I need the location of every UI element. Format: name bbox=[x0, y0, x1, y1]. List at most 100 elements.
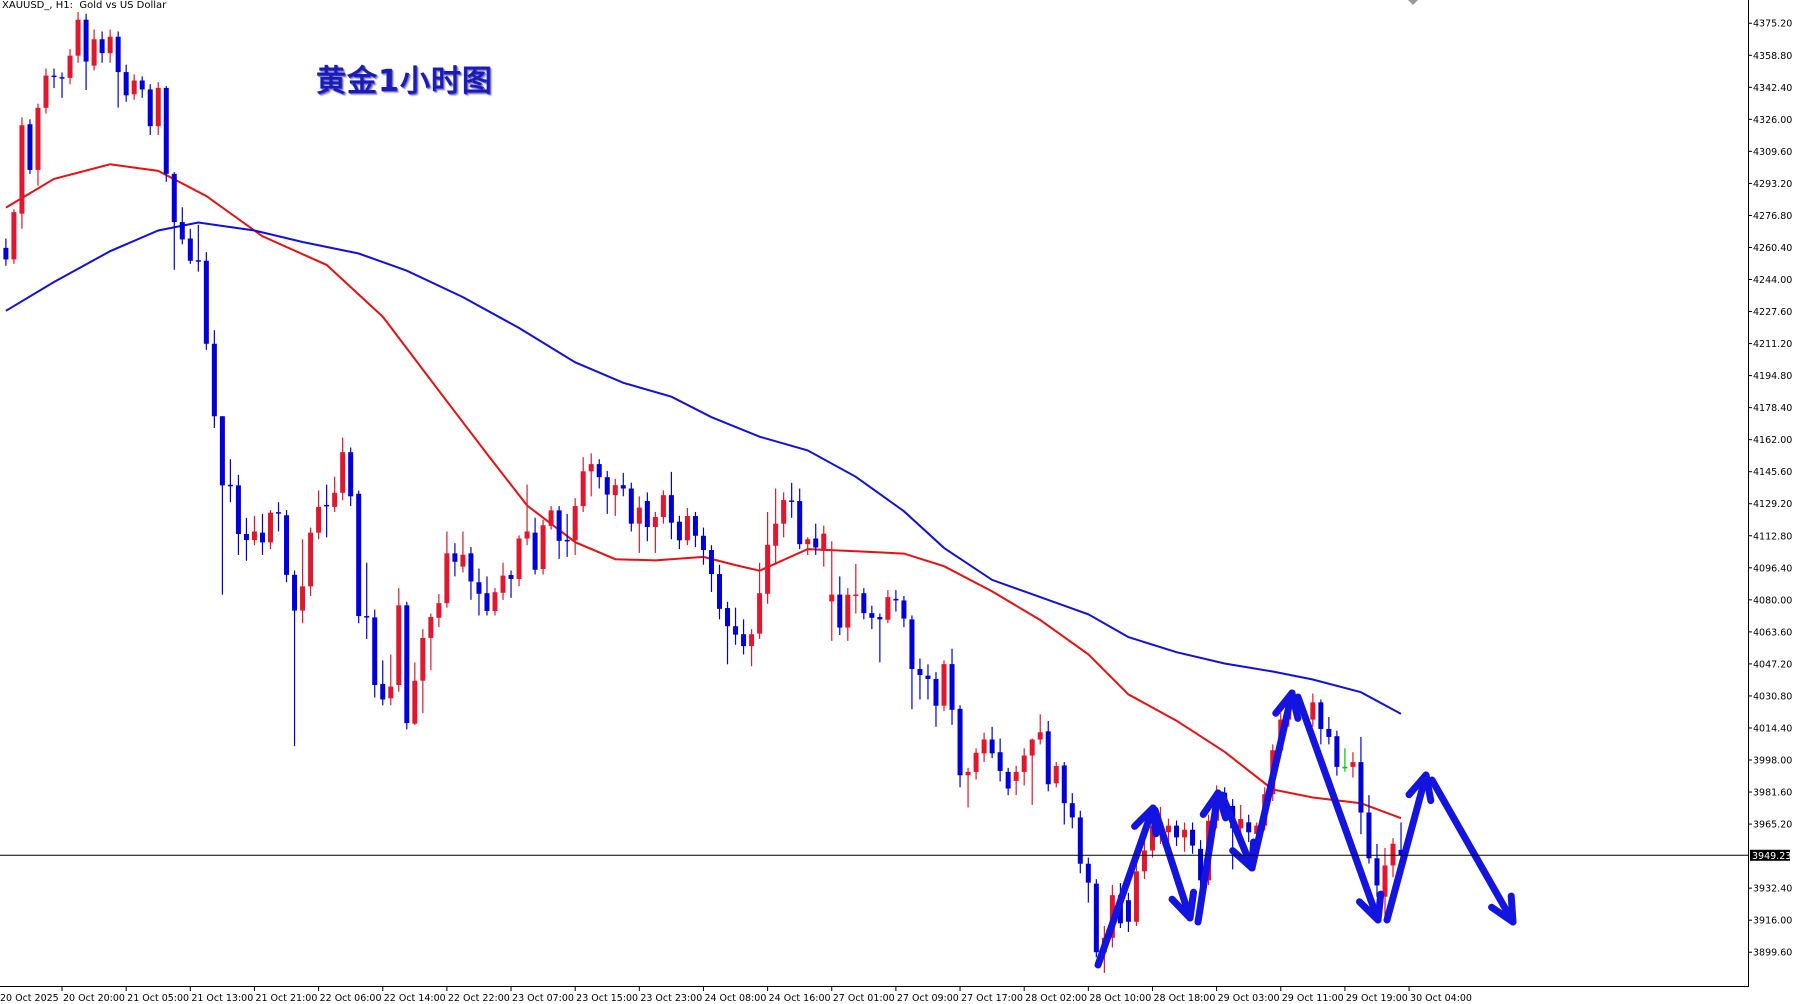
candle-body bbox=[620, 485, 626, 489]
candle bbox=[781, 492, 787, 538]
candle bbox=[356, 490, 362, 624]
candle bbox=[548, 506, 554, 530]
candle-body bbox=[195, 260, 201, 262]
candle bbox=[500, 562, 506, 600]
candle-body bbox=[989, 739, 995, 754]
candle bbox=[35, 103, 41, 186]
time-tick-label: 20 Oct 20:00 bbox=[63, 993, 125, 1004]
candle bbox=[460, 531, 466, 573]
candle bbox=[147, 84, 153, 135]
scroll-marker-icon[interactable] bbox=[1408, 0, 1418, 5]
candle-body bbox=[981, 739, 987, 754]
candle-body bbox=[300, 586, 306, 611]
candle bbox=[1029, 738, 1035, 805]
time-tick-label: 28 Oct 10:00 bbox=[1089, 993, 1151, 1004]
candle-body bbox=[340, 452, 346, 493]
candle-body bbox=[1133, 871, 1139, 922]
candle-body bbox=[396, 605, 402, 686]
candle-body bbox=[1069, 803, 1075, 818]
price-tick-label: 4293.20 bbox=[1753, 179, 1792, 190]
price-tick-label: 4244.00 bbox=[1753, 275, 1792, 286]
candle bbox=[564, 513, 570, 557]
candle-body bbox=[380, 684, 386, 700]
candle-body bbox=[548, 510, 554, 526]
candle bbox=[829, 541, 835, 641]
candle bbox=[620, 472, 626, 497]
candle bbox=[909, 615, 915, 710]
candle bbox=[949, 648, 955, 725]
candle bbox=[1182, 822, 1188, 852]
candle-body bbox=[468, 553, 474, 582]
candle-body bbox=[853, 594, 859, 597]
candle-body bbox=[251, 531, 257, 541]
candle bbox=[837, 576, 843, 636]
candle-body bbox=[749, 634, 755, 647]
candle bbox=[941, 660, 947, 712]
candle bbox=[853, 564, 859, 614]
candle-body bbox=[644, 501, 650, 527]
candle-body bbox=[316, 506, 322, 533]
candle-body bbox=[3, 247, 9, 260]
candle-body bbox=[941, 664, 947, 706]
price-axis[interactable]: 4375.20 4358.80 4342.40 4326.00 4309.60 4293.… bbox=[1748, 19, 1792, 959]
candle-body bbox=[628, 488, 634, 524]
candle-body bbox=[885, 597, 891, 620]
candle bbox=[1326, 717, 1332, 745]
price-tick-label: 4063.60 bbox=[1753, 627, 1792, 638]
arrow-icon bbox=[1294, 693, 1385, 924]
candle-body bbox=[1342, 766, 1348, 769]
candle-body bbox=[1190, 829, 1196, 846]
candle-body bbox=[35, 107, 41, 170]
candle bbox=[1069, 793, 1075, 829]
candle bbox=[324, 484, 330, 538]
candle-body bbox=[1382, 865, 1388, 897]
candle bbox=[933, 672, 939, 727]
candle bbox=[1125, 892, 1131, 932]
price-tick-label: 4112.80 bbox=[1753, 531, 1792, 542]
candle-body bbox=[139, 80, 145, 90]
candle-body bbox=[877, 617, 883, 620]
candle bbox=[99, 31, 105, 63]
candle-body bbox=[404, 605, 410, 724]
candle-body bbox=[1166, 825, 1172, 833]
candle bbox=[107, 29, 113, 63]
candle-body bbox=[452, 553, 458, 562]
candle bbox=[396, 588, 402, 692]
candle bbox=[219, 416, 225, 595]
candle bbox=[684, 508, 690, 546]
candle-body bbox=[1085, 863, 1091, 883]
candle-body bbox=[428, 617, 434, 638]
time-tick-label: 21 Oct 13:00 bbox=[191, 993, 253, 1004]
candle-body bbox=[1310, 702, 1316, 720]
arrow-icon bbox=[1151, 806, 1198, 922]
candle-body bbox=[1174, 825, 1180, 838]
candle-body bbox=[973, 752, 979, 772]
candle-body bbox=[949, 664, 955, 710]
candle-body bbox=[500, 575, 506, 593]
candle bbox=[596, 459, 602, 489]
candle-body bbox=[684, 516, 690, 541]
candle-body bbox=[27, 124, 33, 170]
candle bbox=[668, 471, 674, 540]
candle-body bbox=[460, 554, 466, 567]
candle-body bbox=[324, 504, 330, 507]
candle bbox=[276, 502, 282, 532]
moving-average-line-1 bbox=[5, 163, 1402, 820]
candle-body bbox=[660, 495, 666, 518]
candle-body bbox=[1366, 812, 1372, 859]
candle bbox=[428, 613, 434, 671]
candle-body bbox=[1093, 883, 1099, 953]
candle-body bbox=[412, 680, 418, 724]
time-tick-label: 30 Oct 04:00 bbox=[1410, 993, 1472, 1004]
candle bbox=[989, 726, 995, 759]
price-tick-label: 4096.40 bbox=[1753, 563, 1792, 574]
candle-body bbox=[1077, 817, 1083, 864]
time-axis[interactable]: 20 Oct 2025 20 Oct 20:00 21 Oct 05:00 21 Oc… bbox=[0, 986, 1472, 1004]
candle-body bbox=[107, 36, 113, 54]
time-tick-label: 28 Oct 18:00 bbox=[1153, 993, 1215, 1004]
candle-body bbox=[861, 593, 867, 614]
candle-body bbox=[436, 603, 442, 618]
price-tick-label: 4375.20 bbox=[1753, 19, 1792, 30]
candle bbox=[83, 13, 89, 91]
